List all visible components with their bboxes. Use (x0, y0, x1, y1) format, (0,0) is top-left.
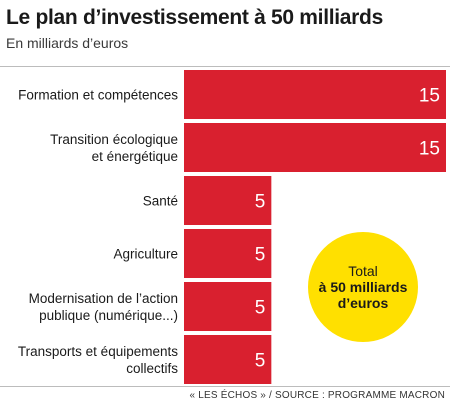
bar-0 (184, 70, 446, 119)
category-label-line: collectifs (126, 361, 178, 376)
bar-5 (184, 335, 272, 384)
data-label-3: 5 (255, 245, 266, 266)
chart-title: Le plan d’investissement à 50 milliards (6, 6, 383, 29)
category-label-line: et énergétique (92, 149, 178, 164)
category-label-line: Transports et équipements (18, 344, 178, 359)
top-divider (0, 66, 450, 67)
total-badge-line1: Total (348, 263, 378, 279)
category-label-line: Formation et compétences (18, 88, 178, 103)
category-label-4: Modernisation de l’action publique (numér… (29, 291, 178, 323)
data-label-1: 15 (419, 139, 440, 160)
category-label-1: Transition écologique et énergétique (50, 132, 178, 164)
category-label-line: Modernisation de l’action (29, 291, 178, 306)
bottom-divider (0, 386, 450, 387)
data-label-4: 5 (255, 298, 266, 319)
bar-2 (184, 176, 272, 225)
category-label-line: Agriculture (113, 247, 178, 262)
category-label-line: publique (numérique...) (39, 308, 178, 323)
source-credit: « LES ÉCHOS » / SOURCE : PROGRAMME MACRO… (189, 390, 445, 401)
chart-subtitle: En milliards d’euros (6, 35, 129, 51)
bar-1 (184, 123, 446, 172)
category-label-0: Formation et compétences (18, 88, 178, 103)
category-label-5: Transports et équipements collectifs (18, 344, 178, 376)
category-label-3: Agriculture (113, 247, 178, 262)
bar-3 (184, 229, 272, 278)
category-label-line: Transition écologique (50, 132, 178, 147)
total-badge: Total à 50 milliards d’euros (308, 232, 418, 342)
category-label-line: Santé (143, 194, 178, 209)
total-badge-line3: d’euros (337, 295, 389, 311)
data-label-2: 5 (255, 192, 266, 213)
bars-layer: Formation et compétences 15 Transition éco… (18, 70, 446, 384)
category-label-2: Santé (143, 194, 178, 209)
total-badge-line2: à 50 milliards (318, 279, 408, 295)
data-label-5: 5 (255, 351, 266, 372)
bar-4 (184, 282, 272, 331)
data-label-0: 15 (419, 86, 440, 107)
